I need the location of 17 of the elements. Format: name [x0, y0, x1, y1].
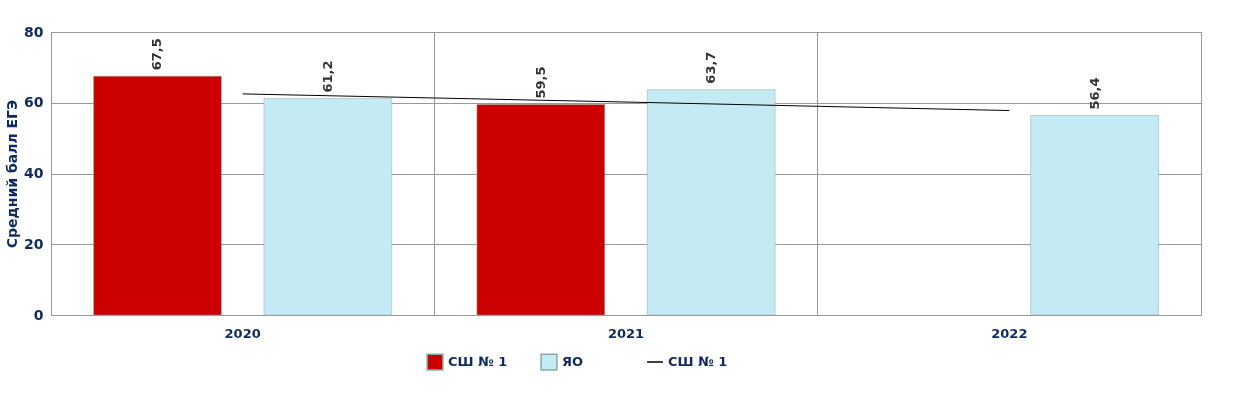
- data-label: 56,4: [1086, 77, 1102, 110]
- y-tick-label: 20: [24, 235, 44, 252]
- x-tick-label: 2020: [224, 325, 261, 341]
- x-tick-label: 2021: [607, 325, 645, 341]
- data-label: 59,5: [532, 66, 548, 99]
- y-axis-title: Средний балл ЕГЭ: [4, 99, 21, 249]
- data-label: 67,5: [149, 38, 165, 71]
- legend-label: СШ № 1: [668, 354, 728, 369]
- y-tick-label: 80: [24, 23, 44, 40]
- x-tick-label: 2022: [991, 325, 1028, 341]
- legend-label: ЯО: [562, 354, 584, 370]
- data-label: 61,2: [319, 60, 335, 93]
- y-tick-label: 60: [24, 94, 44, 111]
- legend-label: СШ № 1: [448, 354, 508, 370]
- data-label: 63,7: [703, 51, 719, 84]
- y-tick-label: 40: [24, 165, 44, 181]
- y-tick-label: 0: [33, 306, 44, 323]
